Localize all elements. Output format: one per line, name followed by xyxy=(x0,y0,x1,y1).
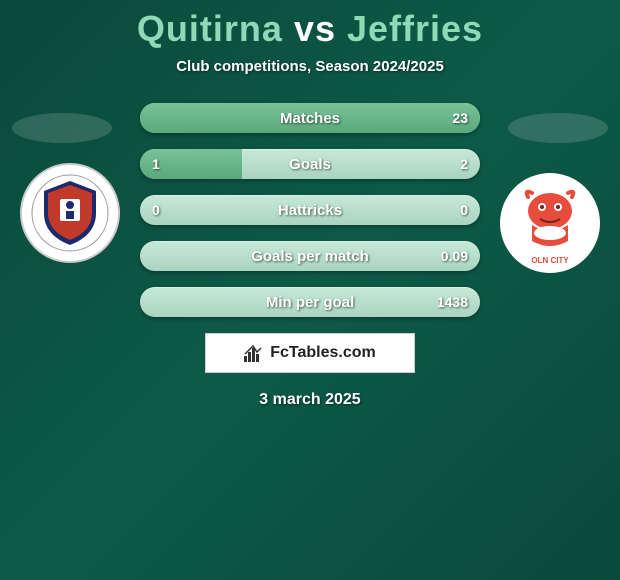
shield-icon xyxy=(30,173,110,253)
stat-label: Matches xyxy=(280,110,340,127)
svg-text:OLN CITY: OLN CITY xyxy=(531,256,569,265)
club-crest-left xyxy=(20,163,120,263)
stat-value-left: 0 xyxy=(152,202,160,218)
player1-name: Quitirna xyxy=(137,8,283,49)
stat-bar-min-per-goal: Min per goal 1438 xyxy=(140,287,480,317)
player2-name: Jeffries xyxy=(347,8,483,49)
brand-box[interactable]: FcTables.com xyxy=(205,333,415,373)
subtitle: Club competitions, Season 2024/2025 xyxy=(0,58,620,75)
stat-value-left: 1 xyxy=(152,156,160,172)
brand-text: FcTables.com xyxy=(270,344,376,362)
stat-bars: Matches 23 1 Goals 2 0 Hattricks 0 Goals… xyxy=(140,103,480,317)
stat-bar-matches: Matches 23 xyxy=(140,103,480,133)
stat-label: Min per goal xyxy=(266,294,354,311)
stat-value-right: 2 xyxy=(460,156,468,172)
stat-value-right: 0 xyxy=(460,202,468,218)
stat-bar-hattricks: 0 Hattricks 0 xyxy=(140,195,480,225)
bar-chart-icon xyxy=(244,344,264,362)
mascot-icon: OLN CITY xyxy=(502,175,598,271)
club-crest-right: OLN CITY xyxy=(500,173,600,273)
stat-value-right: 23 xyxy=(452,110,468,126)
stat-value-right: 1438 xyxy=(437,294,468,310)
stat-bar-goals: 1 Goals 2 xyxy=(140,149,480,179)
stat-bar-goals-per-match: Goals per match 0.09 xyxy=(140,241,480,271)
comparison-title: Quitirna vs Jeffries xyxy=(0,0,620,50)
decorative-ellipse-left xyxy=(12,113,112,143)
stat-label: Goals per match xyxy=(251,248,369,265)
decorative-ellipse-right xyxy=(508,113,608,143)
stat-label: Hattricks xyxy=(278,202,342,219)
stats-content: OLN CITY Matches 23 1 Goals 2 0 Hattrick… xyxy=(0,103,620,409)
date-text: 3 march 2025 xyxy=(0,391,620,409)
stat-label: Goals xyxy=(289,156,331,173)
vs-separator: vs xyxy=(294,8,336,49)
stat-value-right: 0.09 xyxy=(441,248,468,264)
